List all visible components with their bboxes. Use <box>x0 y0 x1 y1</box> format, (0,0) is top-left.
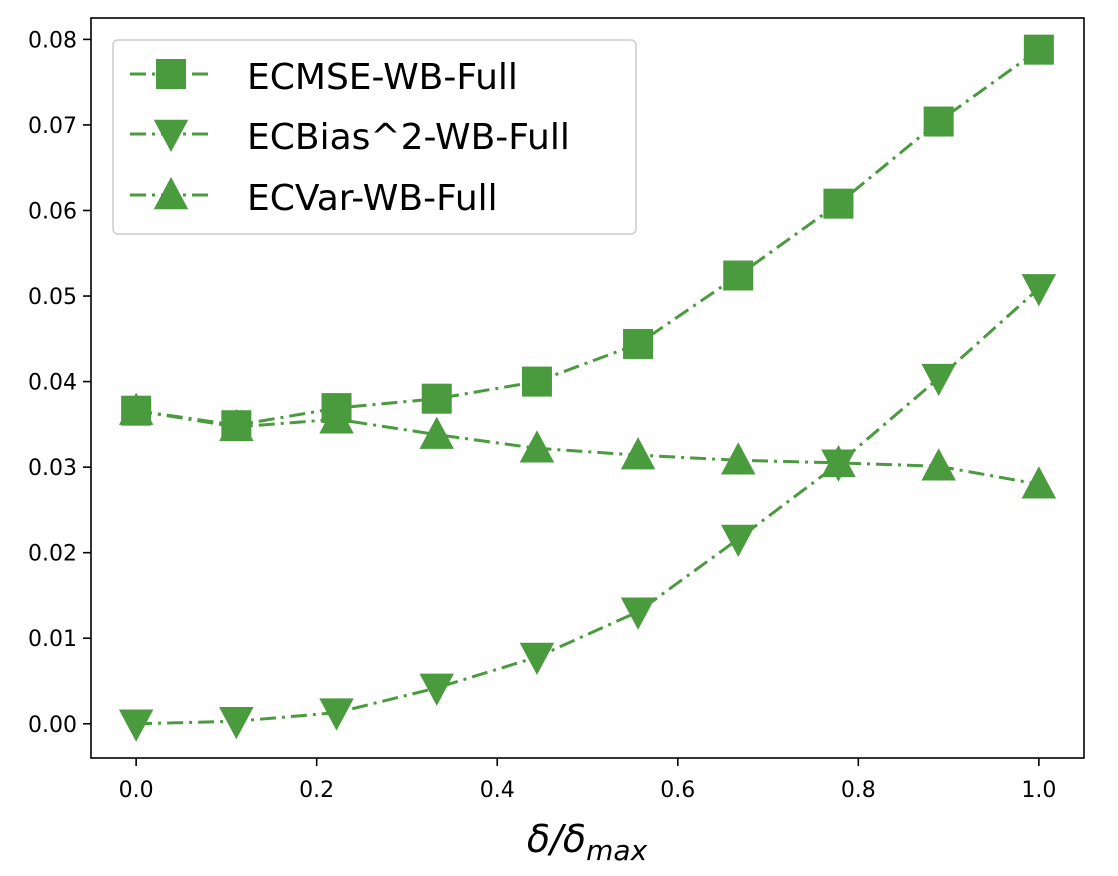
data-point <box>519 642 555 676</box>
y-tick-label: 0.00 <box>28 713 77 738</box>
data-point <box>721 524 756 557</box>
data-point <box>118 709 154 742</box>
data-point <box>519 430 555 463</box>
data-point <box>419 673 454 706</box>
data-point <box>921 363 956 397</box>
y-tick-label: 0.02 <box>28 542 77 567</box>
legend: ECMSE-WB-Full ECBias^2-WB-Full ECVar-WB-… <box>112 39 637 235</box>
data-point <box>921 448 956 481</box>
data-point <box>923 106 954 137</box>
data-point <box>319 698 354 731</box>
data-point <box>118 392 154 425</box>
data-point <box>721 442 756 475</box>
data-point <box>219 408 254 442</box>
data-point <box>419 416 454 449</box>
legend-label-ecvar: ECVar-WB-Full <box>247 178 498 219</box>
series-1 <box>121 34 1054 441</box>
data-point <box>623 328 654 359</box>
x-tick-label: 0.0 <box>119 778 154 803</box>
data-point <box>521 366 552 397</box>
series-line <box>135 409 1040 486</box>
x-tick-label: 1.0 <box>1021 778 1056 803</box>
legend-marker <box>156 59 186 89</box>
x-axis-label-subscript: max <box>586 834 647 867</box>
series-3 <box>118 392 1057 499</box>
data-point <box>620 437 656 470</box>
data-point <box>1021 274 1057 307</box>
legend-frame <box>112 39 637 235</box>
y-axis: 0.00 0.01 0.02 0.03 0.04 0.05 0.06 0.07 0.08 <box>28 28 91 738</box>
data-point <box>821 444 856 478</box>
y-tick-label: 0.05 <box>28 285 77 310</box>
x-tick-label: 0.6 <box>660 778 695 803</box>
y-tick-label: 0.06 <box>28 199 77 224</box>
data-point <box>1021 466 1057 499</box>
legend-marker <box>153 119 189 152</box>
y-tick-label: 0.07 <box>28 114 77 139</box>
data-point <box>620 597 656 630</box>
data-point <box>319 401 354 434</box>
x-tick-label: 0.4 <box>480 778 515 803</box>
y-tick-label: 0.01 <box>28 627 77 652</box>
x-axis-label: δ/δmax <box>527 817 648 867</box>
legend-label-ecmse: ECMSE-WB-Full <box>247 57 518 98</box>
data-point <box>723 260 754 291</box>
x-tick-label: 0.8 <box>841 778 876 803</box>
data-point <box>421 383 452 414</box>
y-tick-label: 0.04 <box>28 371 77 396</box>
legend-label-ecbias: ECBias^2-WB-Full <box>247 117 570 158</box>
x-axis: 0.0 0.2 0.4 0.6 0.8 1.0 <box>119 758 1056 803</box>
data-point <box>1023 34 1054 65</box>
data-point <box>219 706 254 740</box>
y-tick-label: 0.03 <box>28 456 77 481</box>
data-point <box>823 188 854 219</box>
x-tick-label: 0.2 <box>299 778 334 803</box>
y-tick-label: 0.08 <box>28 28 77 53</box>
series-layer <box>118 34 1057 742</box>
legend-marker <box>153 177 189 210</box>
plot-frame <box>90 17 1085 759</box>
series-2 <box>118 274 1057 742</box>
